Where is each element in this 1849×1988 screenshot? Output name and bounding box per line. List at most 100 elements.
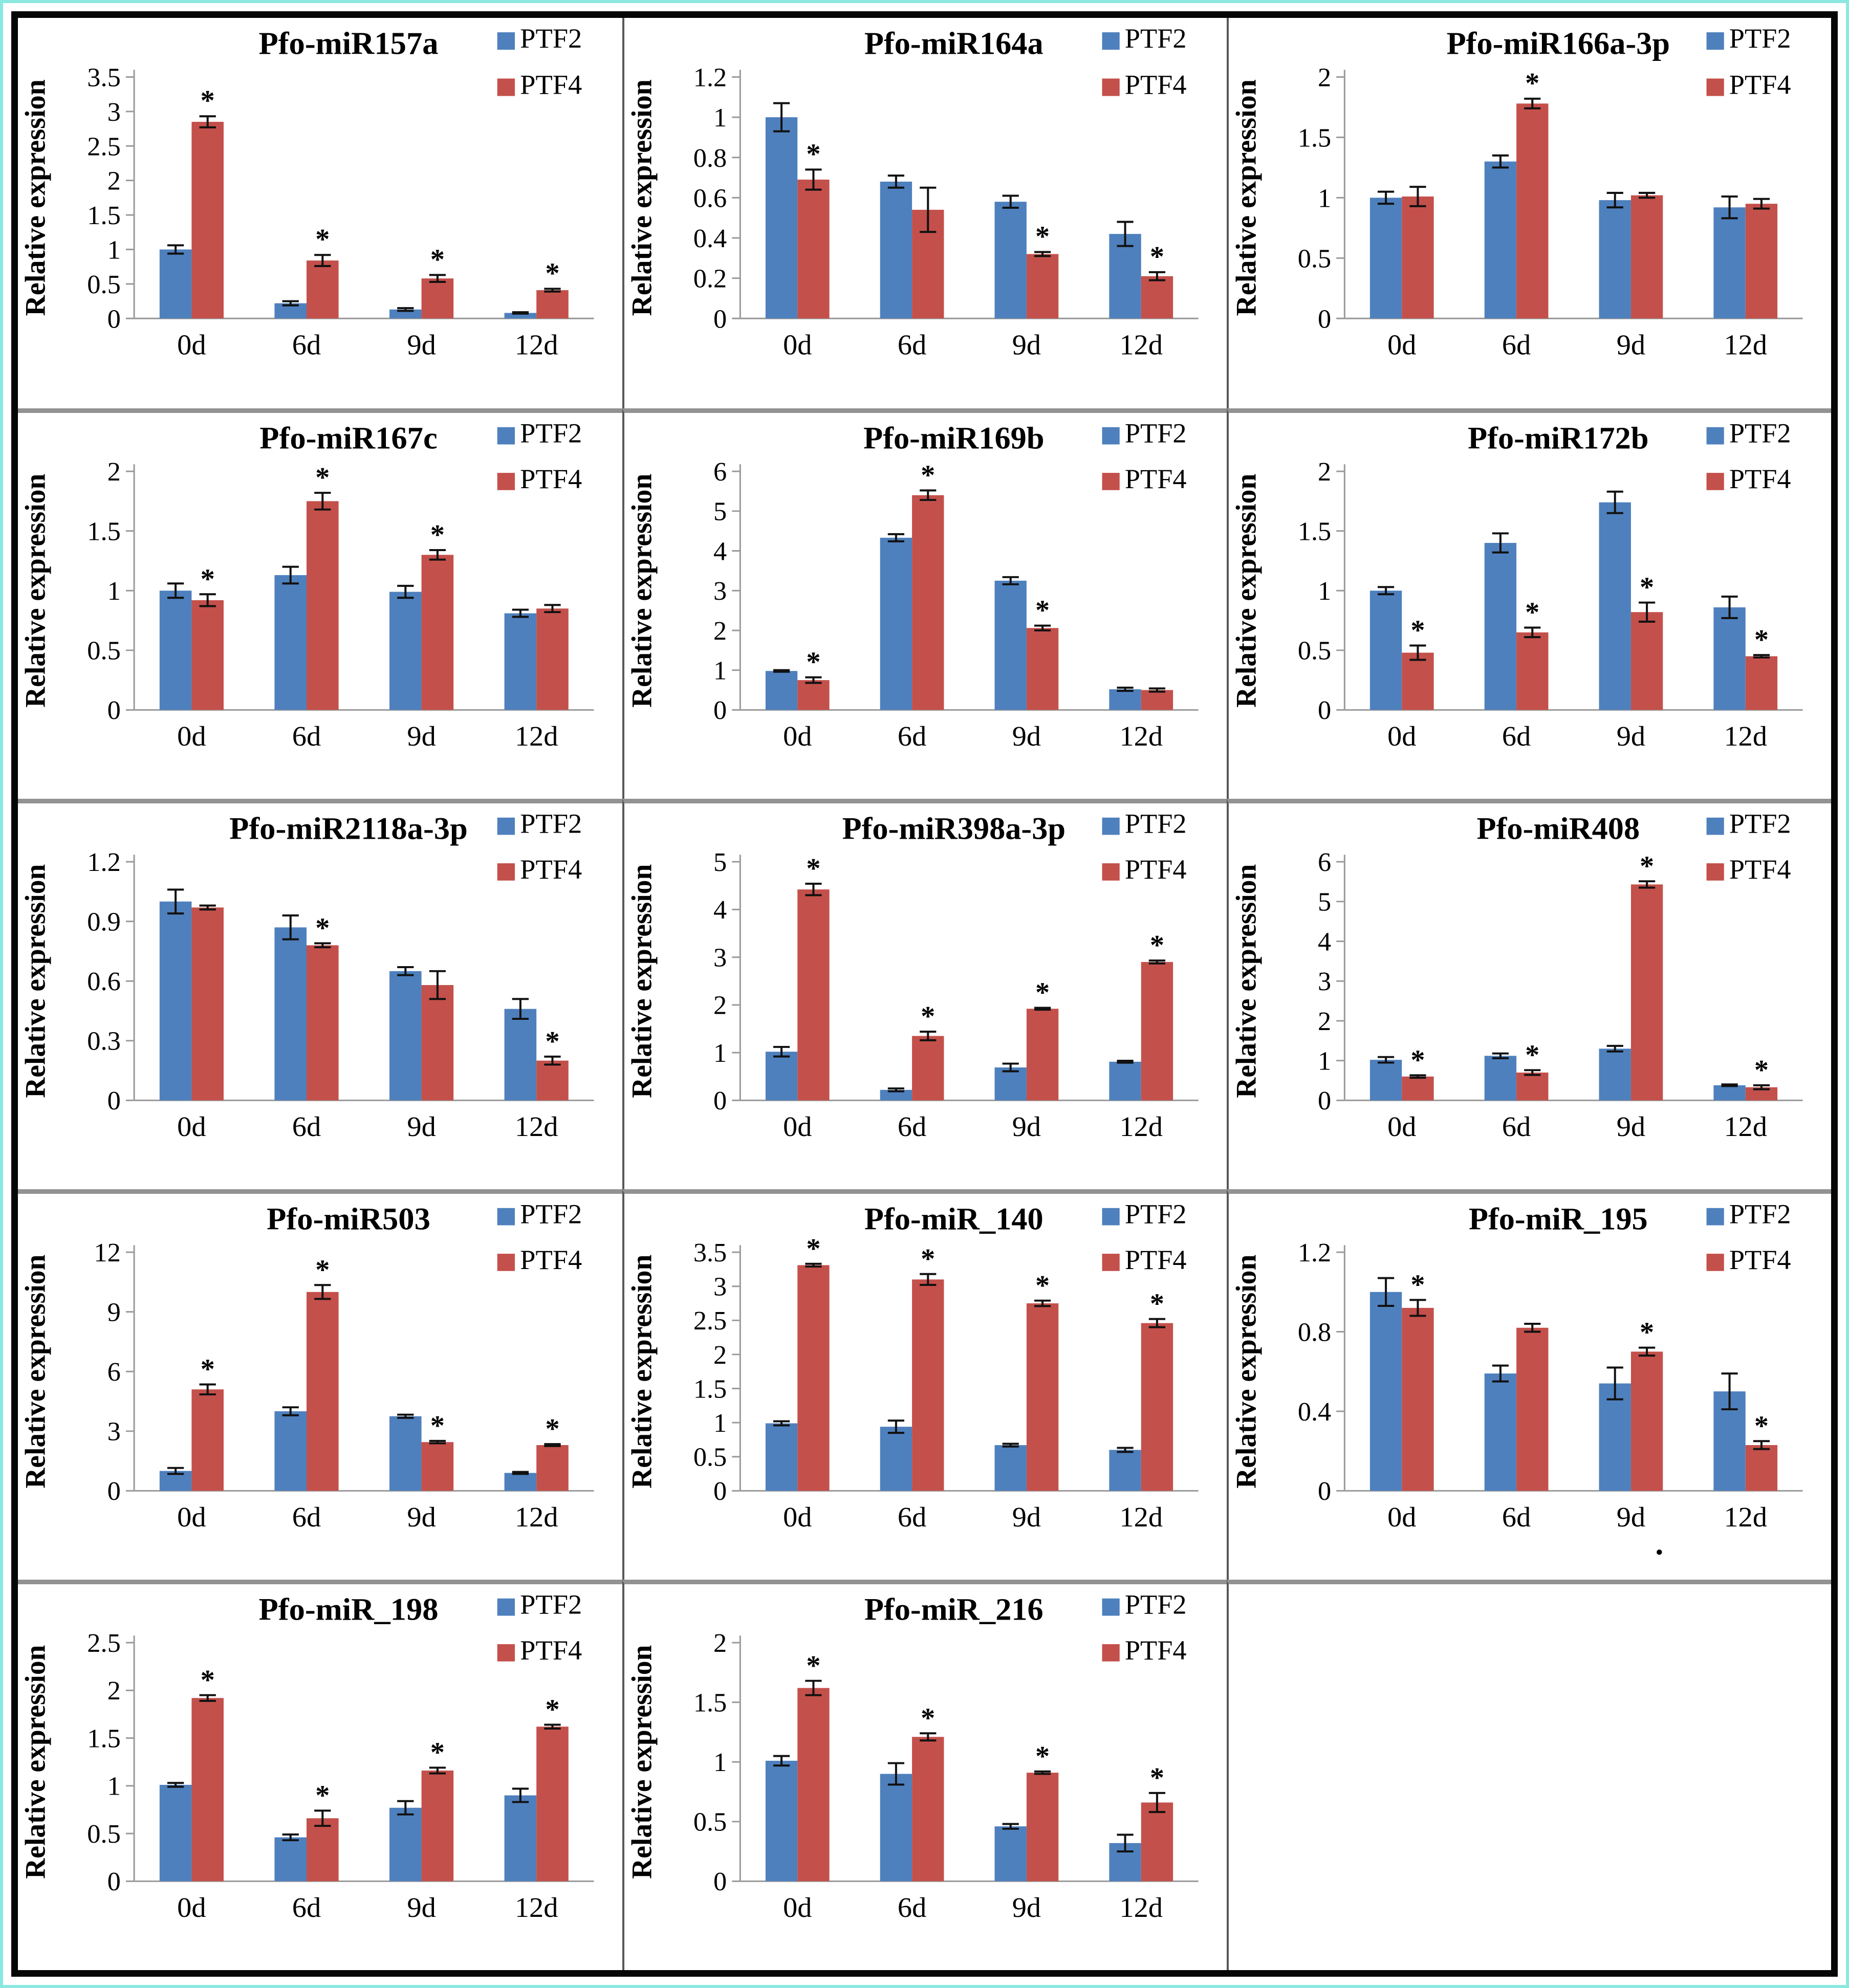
significance-asterisk: *: [201, 1664, 215, 1695]
x-tick-label: 12d: [1120, 1111, 1163, 1143]
y-tick-label: 1: [713, 1039, 727, 1068]
x-tick-label: 9d: [1617, 330, 1645, 361]
y-axis-title: Relative expression: [626, 864, 658, 1098]
y-tick-label: 1: [107, 235, 121, 265]
y-axis-title: Relative expression: [19, 474, 52, 708]
bar-ptf2-9d: [994, 1826, 1027, 1882]
y-tick-label: 1.2: [87, 848, 121, 877]
bar-ptf2-9d: [1599, 1048, 1631, 1101]
bar-ptf4-12d: [1141, 1802, 1173, 1882]
bar-ptf2-6d: [274, 1837, 307, 1882]
bar-ptf4-9d: [421, 278, 454, 319]
bar-ptf2-12d: [504, 613, 537, 710]
y-tick-label: 9: [107, 1298, 121, 1327]
bar-ptf4-0d: [1402, 1076, 1434, 1101]
chart-Pfo-miR166a-3p: Pfo-miR166a-3p PTF2 PTF4 Relative expressio…: [1230, 23, 1803, 361]
y-tick-label: 2: [107, 1677, 121, 1706]
chart-panel-Pfo-miR167c: Pfo-miR167c PTF2 PTF4 Relative expression 0 0…: [18, 408, 622, 799]
bar-ptf4-9d: [1630, 612, 1663, 710]
legend-swatch-ptf2: [1706, 1208, 1724, 1226]
bar-ptf2-0d: [159, 591, 192, 710]
y-axis-title: Relative expression: [626, 79, 658, 316]
chart-panel-Pfo-miR503: Pfo-miR503 PTF2 PTF4 Relative expression 0 3 6…: [18, 1189, 622, 1580]
legend-swatch-ptf2: [497, 817, 515, 835]
significance-asterisk: *: [806, 138, 820, 170]
bar-ptf2-6d: [1484, 1373, 1517, 1491]
bar-ptf4-0d: [797, 179, 830, 319]
bar-ptf4-9d: [1026, 1009, 1059, 1101]
legend-label-ptf2: PTF2: [1125, 23, 1187, 54]
y-tick-label: 0: [107, 304, 121, 334]
y-tick-label: 1.5: [693, 1689, 727, 1718]
significance-asterisk: *: [201, 85, 215, 117]
chart-Pfo-miR_198: Pfo-miR_198 PTF2 PTF4 Relative expression 0 0…: [19, 1589, 594, 1924]
y-tick-label: 0.5: [87, 1820, 121, 1849]
y-tick-label: 2: [713, 1629, 727, 1658]
y-tick-label: 1: [1318, 1047, 1331, 1076]
legend-swatch-ptf2: [1706, 427, 1724, 445]
chart-title: Pfo-miR408: [1476, 812, 1640, 846]
significance-asterisk: *: [545, 1413, 559, 1445]
x-tick-label: 0d: [177, 1501, 206, 1533]
legend-swatch-ptf2: [1102, 32, 1120, 50]
legend-label-ptf2: PTF2: [1729, 1199, 1791, 1230]
chart-panel-Pfo-miR2118a-3p: Pfo-miR2118a-3p PTF2 PTF4 Relative expressi…: [18, 799, 622, 1189]
x-tick-label: 12d: [515, 1892, 558, 1923]
y-tick-label: 1: [1318, 183, 1331, 213]
bar-ptf4-6d: [1516, 1072, 1549, 1101]
bar-ptf4-9d: [421, 1771, 454, 1882]
x-tick-label: 9d: [1012, 330, 1041, 361]
chart-panel-Pfo-miR169b: Pfo-miR169b PTF2 PTF4 Relative expression 0 1…: [622, 408, 1227, 799]
legend-label-ptf2: PTF2: [1125, 418, 1187, 449]
y-tick-label: 6: [107, 1358, 121, 1387]
legend-swatch-ptf4: [1706, 473, 1724, 490]
bar-ptf4-6d: [912, 1279, 944, 1491]
legend-swatch-ptf4: [497, 1254, 515, 1271]
legend-swatch-ptf2: [497, 427, 515, 445]
legend-swatch-ptf4: [1706, 863, 1724, 881]
y-tick-label: 3: [713, 944, 727, 973]
y-tick-label: 2: [1318, 63, 1331, 93]
legend-label-ptf4: PTF4: [1729, 1244, 1791, 1275]
legend-label-ptf4: PTF4: [1125, 1244, 1187, 1275]
y-axis-title: Relative expression: [19, 1645, 52, 1879]
significance-asterisk: *: [1035, 977, 1050, 1009]
bar-ptf4-0d: [1402, 196, 1434, 319]
y-tick-label: 0.3: [87, 1027, 121, 1056]
legend-swatch-ptf2: [1102, 1208, 1120, 1226]
bar-ptf2-9d: [1599, 200, 1631, 319]
significance-asterisk: *: [1035, 1270, 1050, 1301]
bar-ptf2-9d: [389, 1807, 422, 1882]
bar-ptf2-6d: [274, 1411, 307, 1491]
y-tick-label: 0.5: [1298, 637, 1331, 666]
y-axis-title: Relative expression: [1230, 864, 1262, 1098]
bar-ptf4-9d: [1026, 628, 1059, 710]
y-tick-label: 0.8: [1298, 1318, 1331, 1347]
bar-ptf2-12d: [1109, 1061, 1141, 1101]
legend-swatch-ptf4: [1102, 78, 1120, 96]
x-tick-label: 12d: [1724, 1501, 1768, 1533]
y-tick-label: 4: [1318, 928, 1331, 957]
y-tick-label: 1.5: [1298, 123, 1331, 153]
bar-ptf2-9d: [1599, 1383, 1631, 1491]
chart-title: Pfo-miR164a: [864, 26, 1043, 61]
legend-label-ptf4: PTF4: [1125, 1635, 1187, 1666]
x-tick-label: 9d: [1617, 1501, 1645, 1533]
x-tick-label: 6d: [292, 1501, 321, 1533]
significance-asterisk: *: [315, 1254, 330, 1285]
chart-title: Pfo-miR_195: [1469, 1202, 1648, 1237]
y-tick-label: 3: [713, 577, 727, 606]
legend-swatch-ptf4: [497, 863, 515, 881]
x-tick-label: 12d: [1724, 1111, 1768, 1143]
x-tick-label: 9d: [407, 720, 436, 752]
y-axis-title: Relative expression: [19, 79, 51, 316]
y-tick-label: 5: [1318, 888, 1331, 917]
bar-ptf4-12d: [536, 290, 569, 319]
x-tick-label: 9d: [407, 1111, 436, 1142]
figure-black-frame: Pfo-miR157a PTF2 PTF4 Relative expression 0 0…: [11, 11, 1838, 1977]
y-tick-label: 0: [1318, 304, 1331, 334]
bar-ptf4-6d: [307, 501, 339, 710]
bar-ptf2-6d: [880, 1089, 912, 1101]
x-tick-label: 6d: [898, 330, 926, 361]
legend-label-ptf4: PTF4: [1729, 70, 1791, 100]
